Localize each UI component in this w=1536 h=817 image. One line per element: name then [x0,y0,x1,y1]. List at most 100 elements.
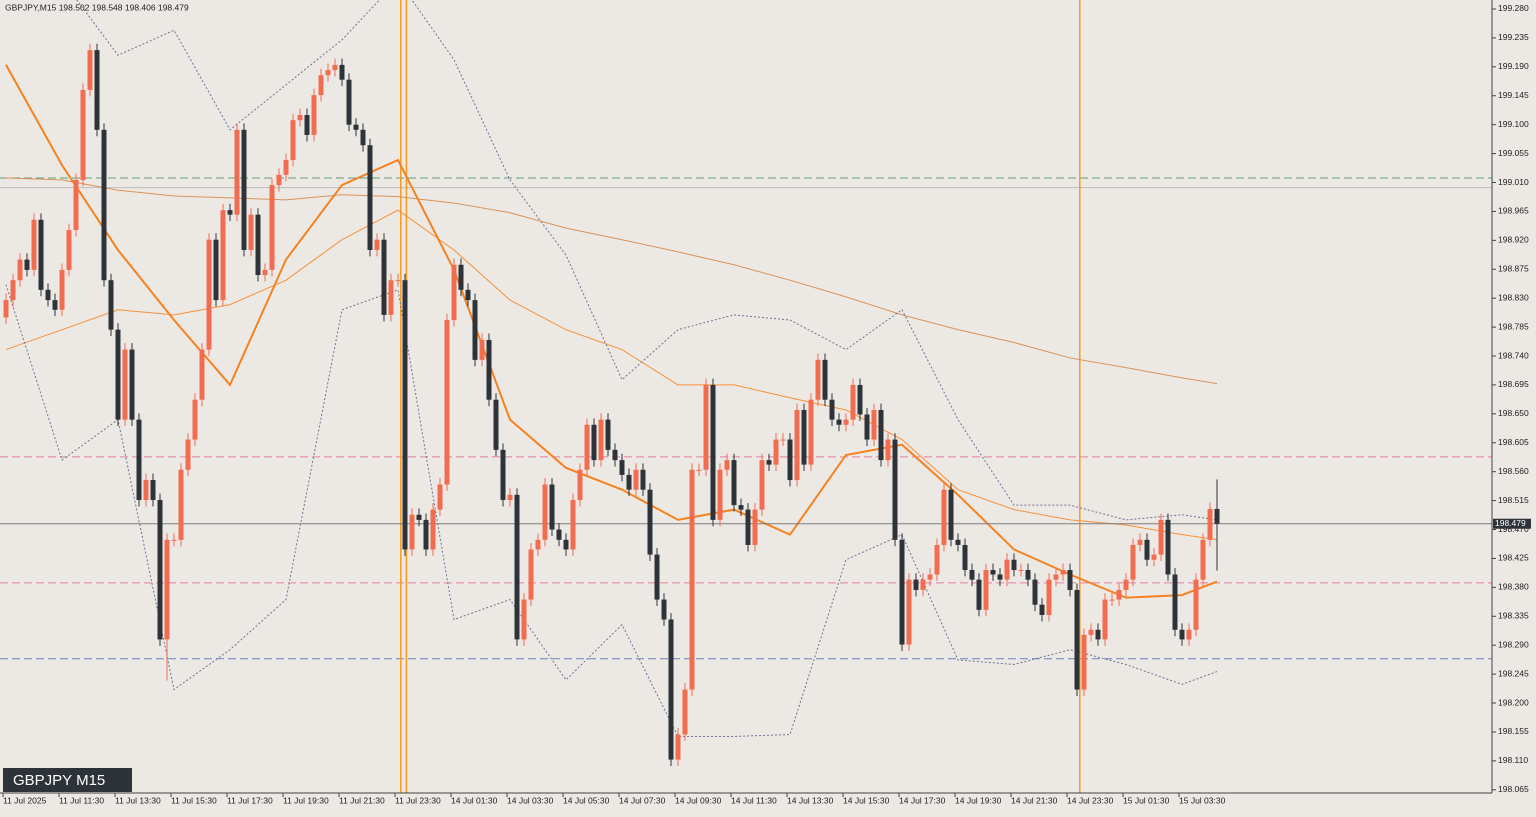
candle-body [479,339,485,360]
candle-body [192,399,198,440]
candle-body [360,129,366,146]
candle-body [738,505,744,510]
candle-body [115,329,121,420]
candle-body [570,499,576,550]
y-tick-label: 198.290 [1498,639,1529,649]
x-tick-label: 15 Jul 03:30 [1179,795,1226,805]
candle-body [451,264,457,321]
candle-body [38,219,44,290]
candle-body [780,439,786,441]
candle-body [1025,570,1031,580]
candle-body [724,460,730,470]
candle-body [465,289,471,301]
candle-body [857,384,863,415]
candle-body [241,129,247,250]
y-tick-label: 199.190 [1498,61,1529,71]
candle-body [52,300,58,310]
candle-body [1186,629,1192,640]
candle-body [171,539,177,541]
candle-body [437,484,443,510]
candle-body [507,494,513,500]
candle-body [276,174,282,186]
candle-body [500,449,506,500]
candle-body [612,449,618,461]
y-tick-label: 198.830 [1498,292,1529,302]
candle-body [836,419,842,425]
candle-body [913,579,919,590]
candle-body [976,579,982,610]
candle-body [640,469,646,490]
candle-body [787,439,793,481]
candle-body [633,469,639,490]
candle-body [1200,539,1206,580]
candle-body [1095,629,1101,640]
candle-body [1088,629,1094,635]
candle-body [941,489,947,545]
candle-body [206,239,212,350]
candle-body [885,439,891,461]
candle-body [122,349,128,420]
x-tick-label: 11 Jul 23:30 [395,795,441,805]
x-tick-label: 15 Jul 01:30 [1123,795,1170,805]
candle-body [108,280,114,330]
candle-body [850,384,856,420]
candle-body [213,239,219,301]
candle-body [395,280,401,282]
candle-body [1004,559,1010,580]
candle-body [682,689,688,735]
candle-body [227,210,233,215]
candle-body [178,469,184,540]
candle-body [584,424,590,470]
candle-body [1102,599,1108,640]
candle-body [45,289,51,301]
candle-body [248,214,254,250]
x-tick-label: 14 Jul 15:30 [843,795,890,805]
candle-body [556,529,562,540]
candle-body [696,469,702,471]
candle-body [94,50,100,130]
candle-body [1214,508,1220,524]
candle-body [626,474,632,490]
candle-body [535,539,541,550]
candle-body [3,300,9,318]
chart-title: GBPJPY,M15 198.502 198.548 198.406 198.4… [5,2,189,12]
candle-body [822,359,828,400]
x-tick-label: 14 Jul 21:30 [1011,795,1058,805]
candle-body [563,539,569,550]
candle-body [808,399,814,465]
x-tick-label: 11 Jul 17:30 [227,795,273,805]
symbol-badge [3,768,132,792]
candle-body [752,509,758,545]
candle-body [843,419,849,425]
candle-body [1151,554,1157,560]
candle-body [892,439,898,540]
candle-body [654,554,660,600]
candle-body [983,570,989,610]
candle-body [332,64,338,71]
candle-body [745,509,751,545]
y-tick-label: 199.055 [1498,148,1529,158]
y-tick-label: 199.010 [1498,177,1529,187]
candle-body [955,539,961,545]
y-tick-label: 199.100 [1498,119,1529,129]
x-tick-label: 14 Jul 23:30 [1067,795,1114,805]
candle-body [388,280,394,315]
candle-body [66,230,72,270]
candle-body [136,419,142,500]
candle-body [290,120,296,161]
candle-body [969,570,975,580]
y-tick-label: 199.280 [1498,3,1529,13]
candle-body [647,489,653,555]
candle-body [402,280,408,550]
y-tick-label: 198.155 [1498,726,1529,736]
candle-body [1207,508,1213,540]
candle-body [87,50,93,90]
y-tick-label: 198.335 [1498,611,1529,621]
candle-body [59,269,65,310]
candle-body [521,599,527,640]
candle-body [815,359,821,400]
x-tick-label: 14 Jul 07:30 [619,795,666,805]
y-tick-label: 198.110 [1498,755,1528,765]
y-tick-label: 198.605 [1498,437,1529,447]
indicator-line [5,177,1218,385]
